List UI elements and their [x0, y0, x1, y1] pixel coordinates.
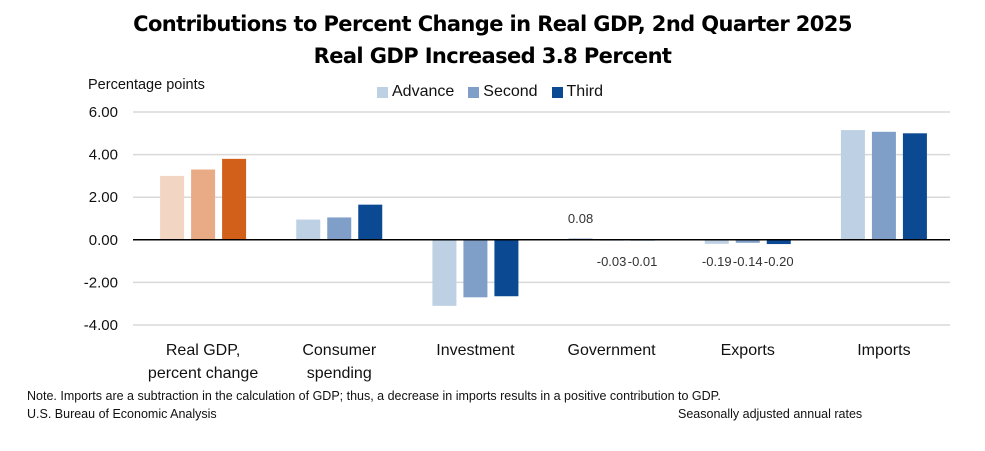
- footnote: Note. Imports are a subtraction in the c…: [27, 389, 721, 403]
- bar-third: [494, 239, 519, 297]
- x-tick-label: Real GDP,: [166, 342, 240, 359]
- legend-label: Third: [566, 83, 603, 100]
- legend: Advance Second Third: [377, 83, 603, 101]
- bar-third: [902, 133, 927, 240]
- data-label: -0.01: [628, 254, 658, 269]
- bar-advance: [568, 238, 593, 240]
- bar-advance: [432, 239, 457, 306]
- bar-second: [463, 239, 488, 298]
- bar-third: [358, 204, 383, 240]
- y-tick-label: 6.00: [89, 104, 118, 121]
- legend-item-second: Second: [468, 83, 538, 101]
- x-tick-label: spending: [307, 365, 372, 382]
- data-label: -0.14: [733, 254, 763, 269]
- rates-label: Seasonally adjusted annual rates: [678, 407, 863, 421]
- data-label: -0.19: [702, 254, 732, 269]
- bar-advance: [160, 175, 185, 240]
- bar-second: [327, 217, 352, 240]
- y-axis-label: Percentage points: [88, 77, 205, 93]
- y-tick-label: 2.00: [89, 189, 118, 206]
- bar-third: [766, 239, 791, 245]
- bar-second: [191, 169, 216, 240]
- data-label: 0.08: [568, 211, 593, 226]
- x-tick-label: Exports: [721, 342, 775, 359]
- source-label: U.S. Bureau of Economic Analysis: [27, 407, 217, 421]
- legend-swatch-second: [468, 86, 480, 98]
- legend-item-third: Third: [551, 83, 603, 101]
- y-tick-label: 0.00: [89, 232, 118, 249]
- legend-item-advance: Advance: [377, 83, 454, 101]
- chart-subtitle: Real GDP Increased 3.8 Percent: [313, 44, 672, 68]
- y-tick-label: -4.00: [84, 317, 118, 334]
- y-tick-label: 4.00: [89, 147, 118, 164]
- legend-swatch-advance: [377, 86, 388, 98]
- x-tick-label: percent change: [148, 365, 258, 382]
- y-tick-label: -2.00: [84, 274, 118, 291]
- x-tick-label: Imports: [857, 342, 910, 359]
- data-label: -0.20: [764, 254, 794, 269]
- x-tick-label: Investment: [436, 342, 515, 359]
- legend-label: Second: [483, 83, 538, 100]
- legend-swatch-third: [551, 86, 563, 98]
- bar-advance: [704, 239, 729, 244]
- bar-second: [871, 131, 896, 240]
- bar-advance: [296, 219, 321, 240]
- bar-advance: [840, 130, 865, 240]
- bar-second: [735, 239, 760, 243]
- x-tick-label: Consumer: [302, 342, 376, 359]
- bar-third: [222, 158, 247, 240]
- data-label: -0.03: [597, 254, 627, 269]
- chart-title: Contributions to Percent Change in Real …: [133, 12, 852, 36]
- x-tick-label: Government: [568, 342, 657, 359]
- legend-label: Advance: [392, 83, 455, 100]
